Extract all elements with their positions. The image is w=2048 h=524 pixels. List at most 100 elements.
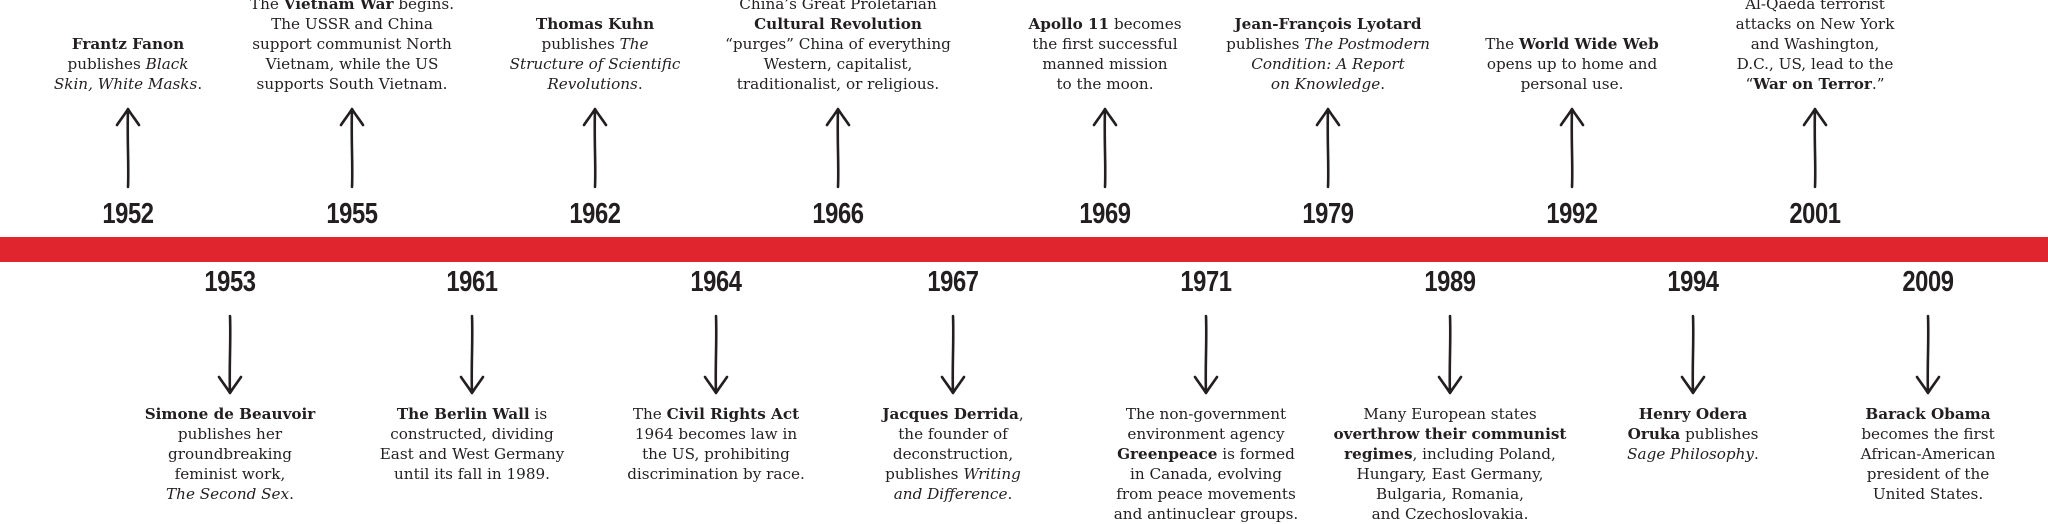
description-line: Vietnam, while the US: [222, 54, 482, 74]
event-year: 1994: [1667, 266, 1719, 298]
up-arrow-icon: [1315, 107, 1341, 189]
down-arrow-icon: [217, 314, 243, 395]
description-text: and Washington,: [1750, 35, 1880, 53]
event-year: 2009: [1902, 266, 1954, 298]
event-year: 1955: [326, 198, 378, 230]
down-arrow-icon: [1193, 314, 1219, 395]
event-description: The Berlin Wall is constructed, dividing E…: [342, 404, 602, 484]
description-text: Condition: A Report: [1251, 55, 1405, 73]
description-text: The Berlin Wall: [396, 405, 530, 423]
description-line: discrimination by race.: [586, 464, 846, 484]
description-text: Civil Rights Act: [666, 405, 800, 423]
description-text: Simone de Beauvoir: [144, 405, 316, 423]
event-description: Henry Odera Oruka publishes Sage Philosoph…: [1563, 404, 1823, 464]
description-line: Condition: A Report: [1198, 54, 1458, 74]
description-line: East and West Germany: [342, 444, 602, 464]
description-text: publishes: [541, 35, 620, 53]
event-year: 1992: [1546, 198, 1598, 230]
description-line: The Civil Rights Act: [586, 404, 846, 424]
description-line: to the moon.: [975, 74, 1235, 94]
description-text: environment agency: [1127, 425, 1285, 443]
description-text: World Wide Web: [1518, 35, 1659, 53]
description-text: is: [529, 405, 548, 423]
description-text: Revolutions: [547, 75, 638, 93]
description-text: Many European states: [1363, 405, 1537, 423]
description-line: The non-government: [1076, 404, 1336, 424]
description-text: personal use.: [1520, 75, 1624, 93]
description-line: publishes The: [465, 34, 725, 54]
description-text: constructed, dividing: [390, 425, 554, 443]
description-text: Cultural Revolution: [754, 15, 922, 33]
event-year: 1966: [812, 198, 864, 230]
event-year: 1967: [927, 266, 979, 298]
description-text: on Knowledge: [1270, 75, 1381, 93]
event-year: 1962: [569, 198, 621, 230]
event-year: 1989: [1424, 266, 1476, 298]
event-description: Al-Qaeda terrorist attacks on New York and…: [1685, 0, 1945, 94]
description-text: .: [1754, 445, 1759, 463]
description-line: in Canada, evolving: [1076, 464, 1336, 484]
description-line: Simone de Beauvoir: [100, 404, 360, 424]
description-line: Western, capitalist,: [708, 54, 968, 74]
description-text: The: [249, 0, 284, 13]
description-text: is formed: [1217, 445, 1295, 463]
description-line: support communist North: [222, 34, 482, 54]
down-arrow-icon: [1437, 314, 1463, 395]
description-line: Oruka publishes: [1563, 424, 1823, 444]
description-text: Henry Odera: [1638, 405, 1748, 423]
description-text: publishes: [1226, 35, 1305, 53]
description-text: United States.: [1872, 485, 1984, 503]
description-line: groundbreaking: [100, 444, 360, 464]
timeline-band: [0, 237, 2048, 262]
description-line: Thomas Kuhn: [465, 14, 725, 34]
description-line: The Berlin Wall is: [342, 404, 602, 424]
description-text: D.C., US, lead to the: [1736, 55, 1894, 73]
description-text: .: [1007, 485, 1013, 503]
event-year: 1964: [690, 266, 742, 298]
description-text: publishes her: [177, 425, 283, 443]
description-text: China’s Great Proletarian: [739, 0, 937, 13]
description-line: and Washington,: [1685, 34, 1945, 54]
up-arrow-icon: [339, 107, 365, 189]
description-text: Greenpeace: [1117, 445, 1218, 463]
event-year: 1979: [1302, 198, 1354, 230]
description-text: East and West Germany: [379, 445, 565, 463]
description-text: overthrow their communist: [1333, 425, 1567, 443]
description-line: the founder of: [823, 424, 1083, 444]
description-line: publishes Black: [0, 54, 258, 74]
description-text: War on Terror: [1753, 75, 1872, 93]
down-arrow-icon: [703, 314, 729, 395]
description-line: Jacques Derrida,: [823, 404, 1083, 424]
description-line: constructed, dividing: [342, 424, 602, 444]
description-line: Jean-François Lyotard: [1198, 14, 1458, 34]
description-line: Henry Odera: [1563, 404, 1823, 424]
description-line: Skin, White Masks.: [0, 74, 258, 94]
event-description: China’s Great Proletarian Cultural Revolu…: [708, 0, 968, 94]
description-text: the first successful: [1032, 35, 1178, 53]
description-text: The: [619, 35, 649, 53]
event-description: Apollo 11 becomes the first successful man…: [975, 14, 1235, 94]
event-description: The Vietnam War begins. The USSR and Chin…: [222, 0, 482, 94]
up-arrow-icon: [825, 107, 851, 189]
description-text: Oruka: [1627, 425, 1681, 443]
event-year: 1969: [1079, 198, 1131, 230]
description-text: Skin, White Masks: [53, 75, 198, 93]
description-text: “purges” China of everything: [725, 35, 951, 53]
description-text: and Czechoslovakia.: [1371, 505, 1529, 523]
description-text: and antinuclear groups.: [1113, 505, 1299, 523]
description-line: traditionalist, or religious.: [708, 74, 968, 94]
description-line: Many European states: [1320, 404, 1580, 424]
description-line: Apollo 11 becomes: [975, 14, 1235, 34]
down-arrow-icon: [459, 314, 485, 395]
description-line: Barack Obama: [1798, 404, 2048, 424]
event-description: Jacques Derrida, the founder of deconstruc…: [823, 404, 1083, 504]
description-text: Frantz Fanon: [71, 35, 185, 53]
description-text: Writing: [963, 465, 1021, 483]
down-arrow-icon: [940, 314, 966, 395]
description-line: publishes The Postmodern: [1198, 34, 1458, 54]
description-text: discrimination by race.: [627, 465, 805, 483]
description-line: Greenpeace is formed: [1076, 444, 1336, 464]
event-year: 1961: [446, 266, 498, 298]
description-line: Sage Philosophy.: [1563, 444, 1823, 464]
description-text: Hungary, East Germany,: [1356, 465, 1544, 483]
